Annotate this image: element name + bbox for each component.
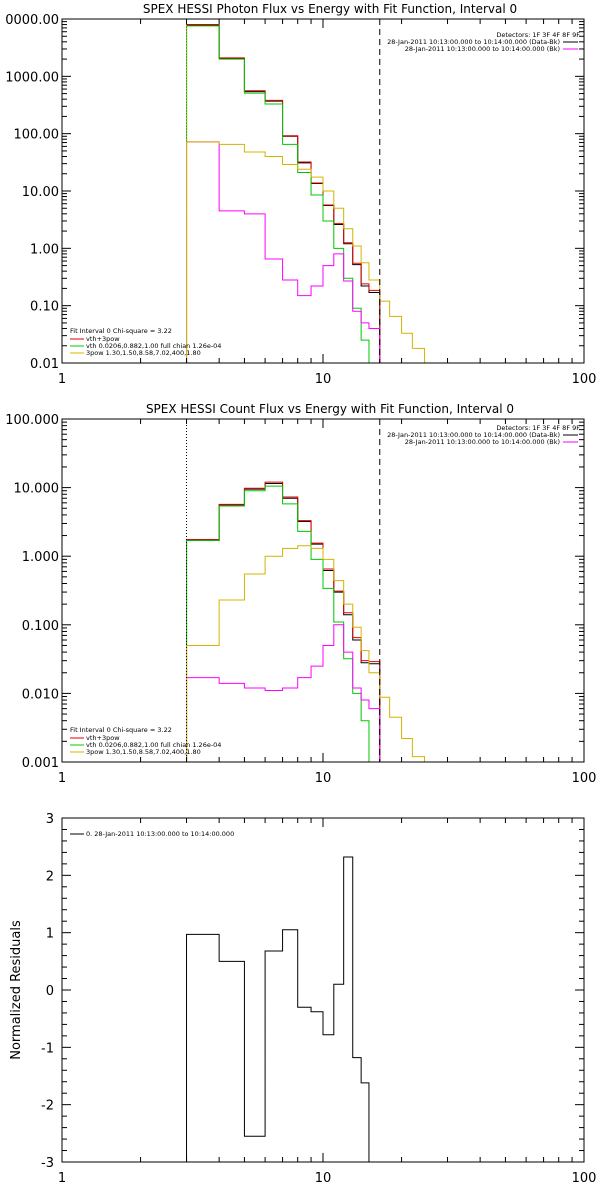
y-tick-label: 0.100 [22, 619, 59, 634]
count-legend-3pow: 3pow 1.30,1.50,8.58,7.02,400,1.80 [86, 748, 201, 756]
y-tick-label: 0000.00 [5, 13, 59, 28]
photon-panel-title: SPEX HESSI Photon Flux vs Energy with Fi… [143, 2, 517, 16]
count-legend-total: vth+3pow [86, 734, 120, 742]
residuals-panel: 1 10 100 -3 -2 -1 0 1 2 3 Normalized Residuals 0.… [9, 812, 596, 1186]
x-tick-label: 10 [315, 372, 332, 387]
count-plot-area [186, 419, 426, 762]
y-tick-label: 0.10 [30, 300, 59, 315]
count-panel-title: SPEX HESSI Count Flux vs Energy with Fit… [146, 402, 514, 416]
count-legend: Fit Interval 0 Chi-square = 3.22 vth+3po… [70, 726, 221, 756]
series-3-line [186, 624, 381, 762]
y-tick-label: -1 [41, 1041, 54, 1056]
photon-axes: 1 10 100 0.01 0.10 1.00 10.00 100.00 1000.00 0000… [5, 13, 596, 387]
y-tick-label: 10.00 [22, 185, 59, 200]
x-tick-label: 100 [572, 1171, 597, 1186]
y-tick-label: 0.010 [22, 687, 59, 702]
photon-plot-area [186, 19, 437, 363]
count-detectors-label: Detectors: 1F 3F 4F 8F 9F [496, 424, 580, 432]
count-info-box: Detectors: 1F 3F 4F 8F 9F 28-Jan-2011 10… [387, 424, 580, 446]
series-2-line [186, 485, 381, 762]
y-tick-label: 0 [46, 984, 54, 999]
y-tick-label: 1000.00 [5, 70, 59, 85]
series-3-line [186, 141, 381, 363]
count-data-bk-label: 28-Jan-2011 10:13:00.000 to 10:14:00.000… [387, 431, 560, 439]
y-tick-label: 1.00 [30, 242, 59, 257]
y-tick-label: 100.000 [5, 413, 59, 428]
count-axes: 1 10 100 0.001 0.010 0.100 1.000 10.000 100.000 [5, 413, 596, 786]
residuals-legend: 0. 28-Jan-2011 10:13:00.000 to 10:14:00.… [70, 830, 234, 838]
series-4-line [186, 545, 426, 762]
x-tick-label: 1 [58, 372, 66, 387]
count-bk-label: 28-Jan-2011 10:13:00.000 to 10:14:00.000… [405, 438, 560, 446]
residuals-plot-area [186, 856, 370, 1162]
series-1-line [186, 481, 381, 762]
x-tick-label: 10 [315, 1171, 332, 1186]
y-tick-label: 1 [46, 927, 54, 942]
residuals-legend-label: 0. 28-Jan-2011 10:13:00.000 to 10:14:00.… [86, 830, 234, 838]
y-tick-label: -3 [41, 1156, 54, 1171]
series-0-line [186, 24, 381, 363]
series-0-line [186, 856, 370, 1162]
series-4-line [186, 141, 437, 363]
x-tick-label: 1 [58, 1171, 66, 1186]
y-tick-label: 0.001 [22, 756, 59, 771]
photon-legend-fit: Fit Interval 0 Chi-square = 3.22 [70, 327, 172, 335]
series-2-line [186, 25, 370, 363]
photon-data-bk-label: 28-Jan-2011 10:13:00.000 to 10:14:00.000… [387, 38, 560, 46]
x-tick-label: 100 [572, 372, 597, 387]
photon-info-box: Detectors: 1F 3F 4F 8F 9F 28-Jan-2011 10… [387, 31, 580, 53]
photon-legend: Fit Interval 0 Chi-square = 3.22 vth+3po… [70, 327, 221, 357]
x-tick-label: 100 [572, 771, 597, 786]
photon-legend-3pow: 3pow 1.30,1.50,8.58,7.02,400,1.80 [86, 349, 201, 357]
photon-legend-total: vth+3pow [86, 335, 120, 343]
x-tick-label: 10 [315, 771, 332, 786]
y-tick-label: 10.000 [14, 482, 60, 497]
series-0-line [186, 482, 381, 762]
series-1-line [186, 24, 381, 363]
plot-frame [61, 817, 585, 1163]
count-legend-fit: Fit Interval 0 Chi-square = 3.22 [70, 726, 172, 734]
photon-bk-label: 28-Jan-2011 10:13:00.000 to 10:14:00.000… [405, 45, 560, 53]
y-tick-label: 3 [46, 812, 54, 827]
photon-legend-vth: vth 0.0206,0.882,1.00 full chian 1.26e-0… [86, 342, 221, 350]
y-tick-label: -2 [41, 1099, 54, 1114]
y-tick-label: 2 [46, 869, 54, 884]
photon-flux-panel: SPEX HESSI Photon Flux vs Energy with Fi… [5, 2, 596, 387]
y-tick-label: 0.01 [30, 357, 59, 372]
x-tick-label: 1 [58, 771, 66, 786]
y-tick-label: 1.000 [22, 550, 59, 565]
photon-detectors-label: Detectors: 1F 3F 4F 8F 9F [496, 31, 580, 39]
count-legend-vth: vth 0.0206,0.882,1.00 full chian 1.26e-0… [86, 741, 221, 749]
residuals-axes: 1 10 100 -3 -2 -1 0 1 2 3 [41, 812, 596, 1186]
y-tick-label: 100.00 [14, 128, 60, 143]
count-flux-panel: SPEX HESSI Count Flux vs Energy with Fit… [5, 402, 596, 786]
residuals-y-axis-label: Normalized Residuals [9, 920, 24, 1060]
plot-frame [61, 418, 585, 763]
